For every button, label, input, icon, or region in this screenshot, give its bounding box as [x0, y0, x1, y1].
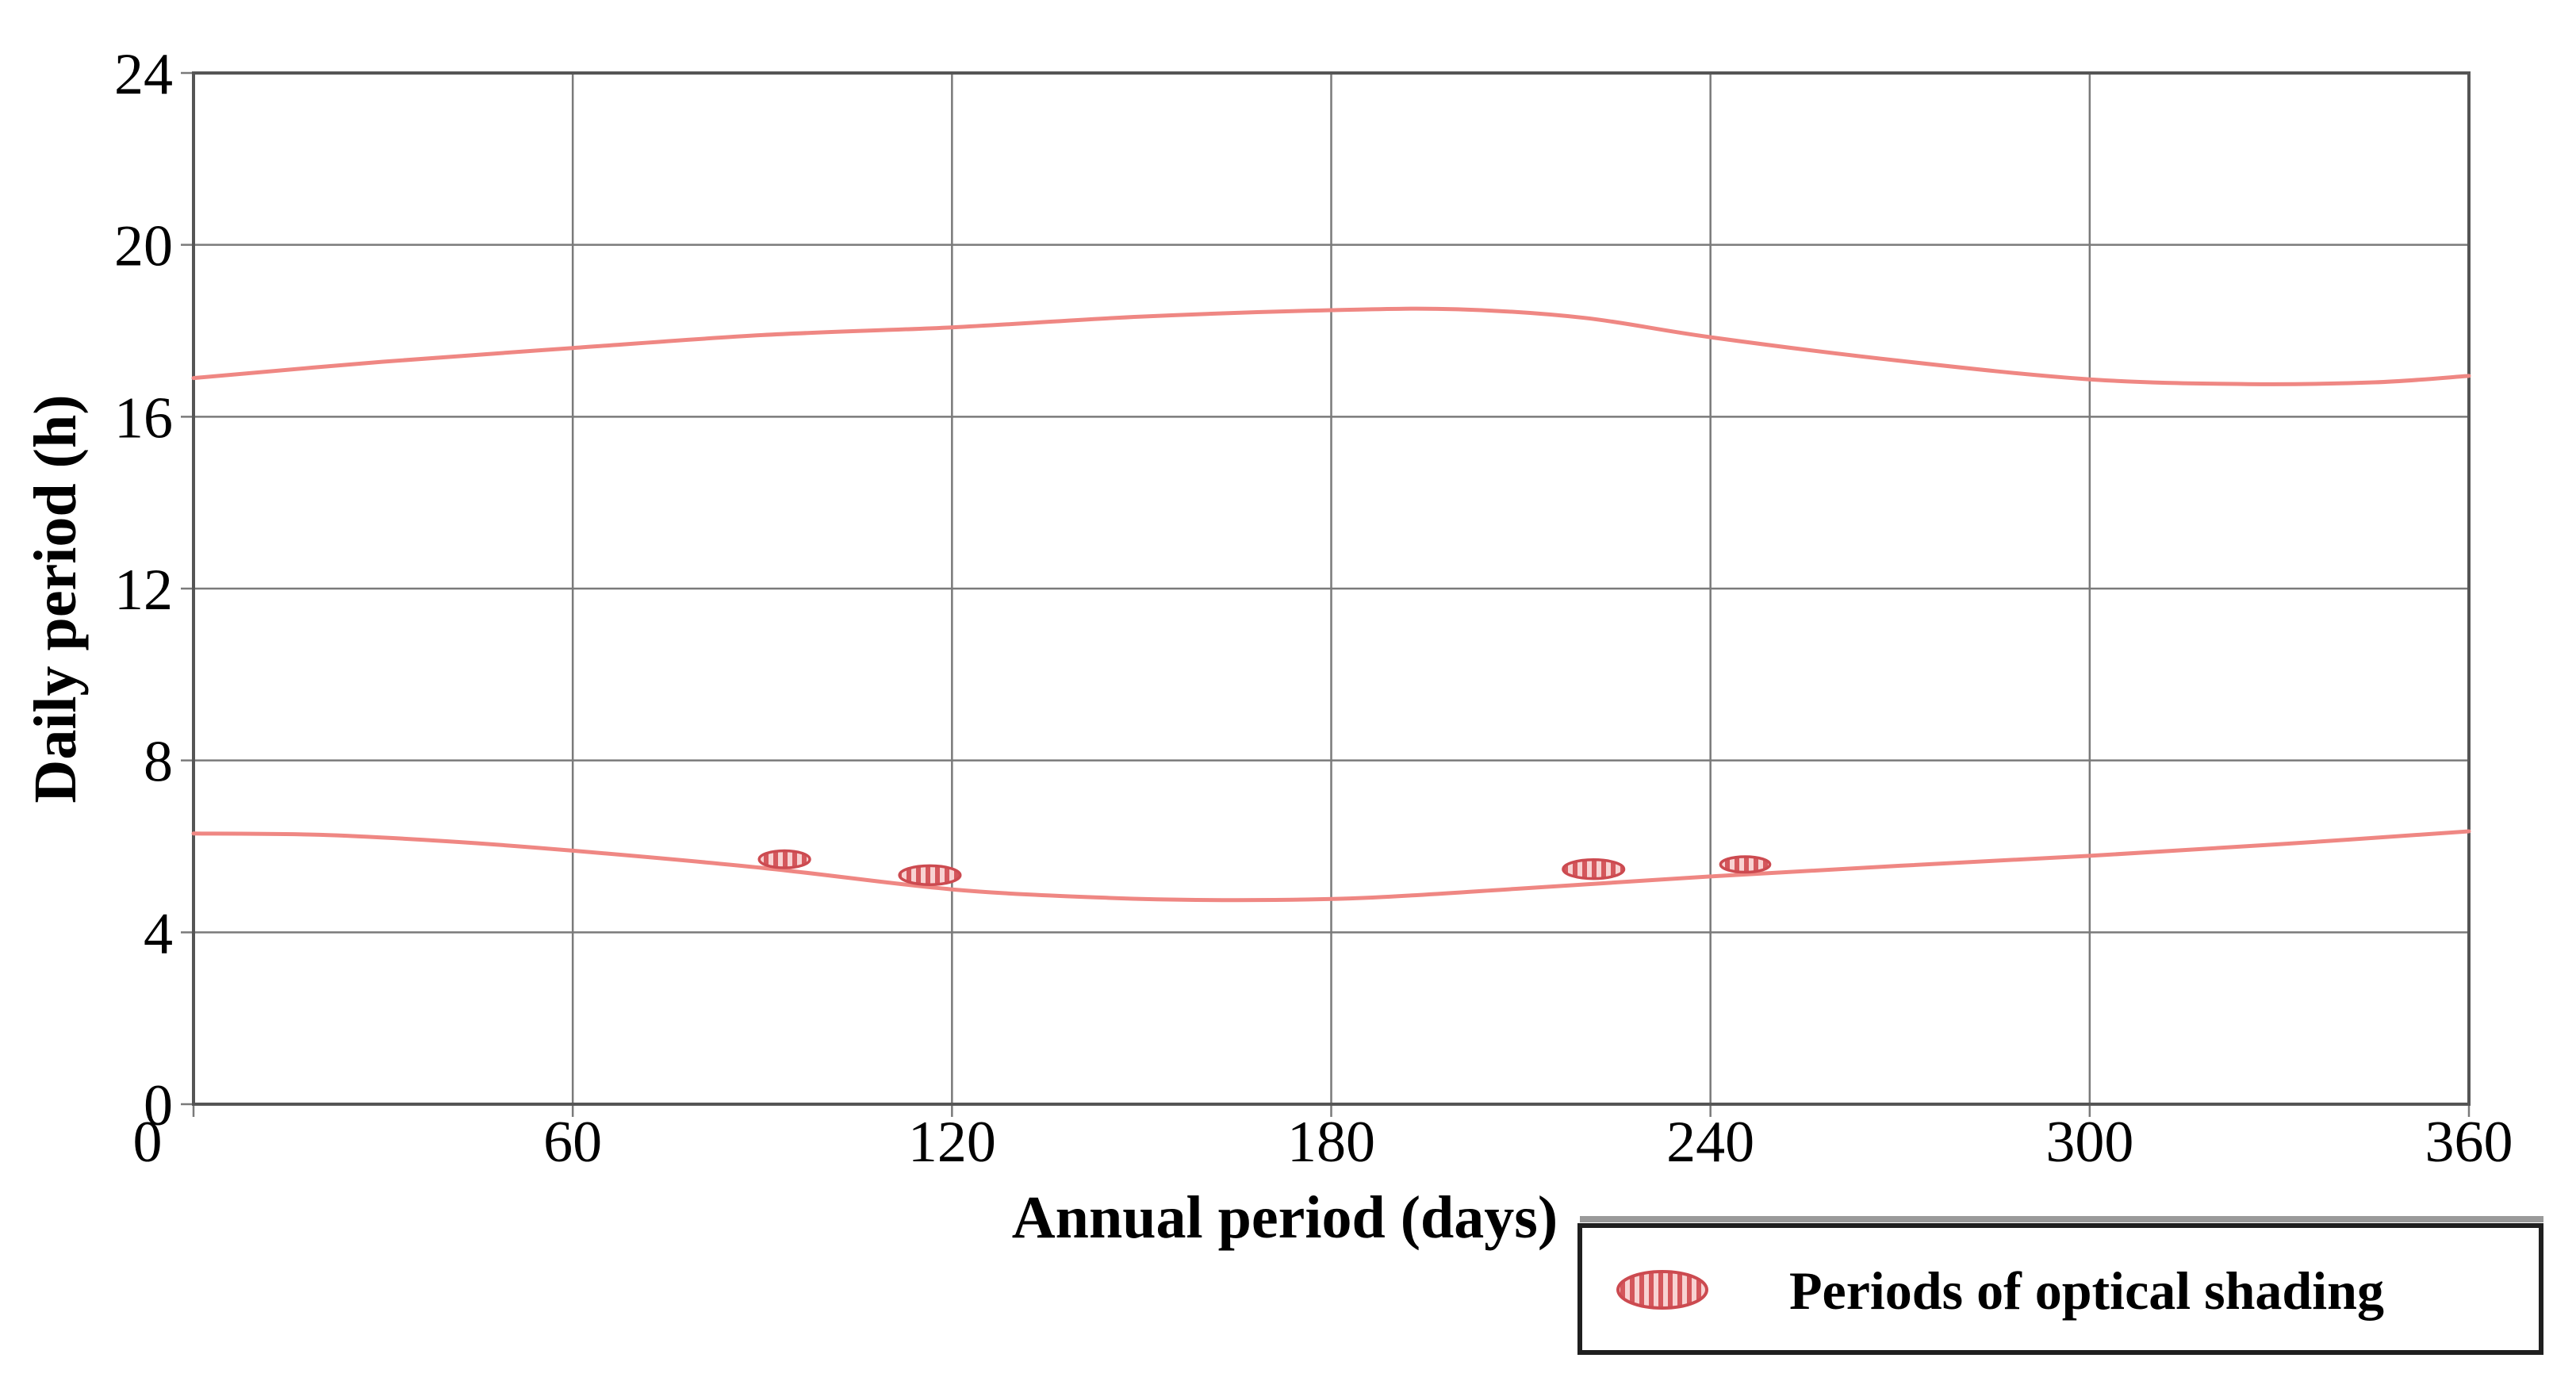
legend-label: Periods of optical shading	[1789, 1260, 2384, 1321]
x-tick-label: 360	[2425, 1110, 2513, 1175]
y-tick-labels: 0 4 8 12 16 20 24	[114, 42, 173, 1138]
y-tick-label: 16	[114, 386, 173, 451]
plot-border	[192, 71, 2471, 1106]
curves	[191, 306, 2471, 903]
y-axis-title: Daily period (h)	[22, 394, 89, 803]
y-tick-label: 4	[144, 901, 173, 966]
optical-shading-marker	[1719, 855, 1772, 874]
legend: Periods of optical shading	[1577, 1216, 2543, 1355]
x-tick-label: 60	[543, 1110, 602, 1175]
optical-shading-marker	[898, 864, 962, 886]
x-tick-label: 180	[1287, 1110, 1375, 1175]
x-axis-title: Annual period (days)	[1012, 1184, 1558, 1251]
x-tick-label: 120	[908, 1110, 996, 1175]
legend-box	[1577, 1223, 2543, 1355]
y-tick-label: 12	[114, 558, 173, 623]
optical-shading-marker	[1562, 858, 1626, 880]
optical-shading-markers	[757, 849, 1772, 886]
y-tick-label: 0	[144, 1073, 173, 1138]
y-tick-label: 8	[144, 730, 173, 795]
x-tick-label: 300	[2045, 1110, 2133, 1175]
x-tick-label: 0	[133, 1110, 163, 1175]
optical-shading-legend-marker-icon	[1616, 1270, 1708, 1310]
upper-daylight-boundary-curve	[191, 306, 2471, 386]
x-tick-label: 240	[1666, 1110, 1754, 1175]
y-tick-label: 24	[114, 42, 173, 107]
lower-daylight-boundary-curve	[191, 829, 2471, 903]
gridlines	[181, 71, 2471, 1117]
optical-shading-marker	[757, 849, 811, 869]
y-tick-label: 20	[114, 214, 173, 279]
x-tick-labels: 0 60 120 180 240 300 360	[133, 1110, 2513, 1175]
